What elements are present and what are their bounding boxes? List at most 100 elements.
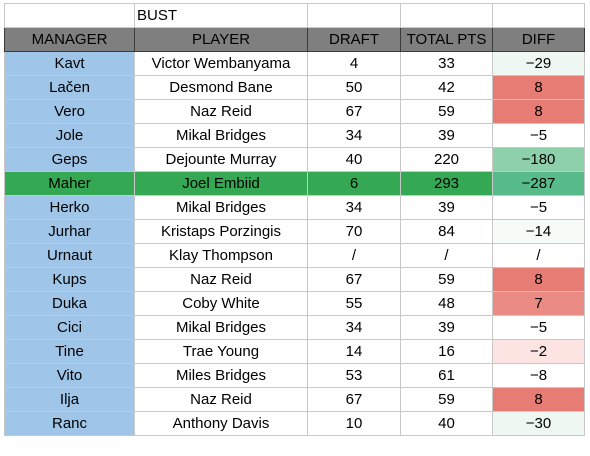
- diff-cell[interactable]: −14: [492, 219, 585, 244]
- manager-cell[interactable]: Jole: [4, 123, 135, 148]
- manager-cell[interactable]: Lačen: [4, 75, 135, 100]
- draft-cell[interactable]: 67: [307, 387, 401, 412]
- total-pts-cell[interactable]: /: [400, 243, 493, 268]
- manager-cell[interactable]: Duka: [4, 291, 135, 316]
- player-cell[interactable]: Desmond Bane: [134, 75, 308, 100]
- draft-cell[interactable]: 50: [307, 75, 401, 100]
- manager-cell[interactable]: Ranc: [4, 411, 135, 436]
- draft-cell[interactable]: 34: [307, 123, 401, 148]
- player-cell[interactable]: Naz Reid: [134, 267, 308, 292]
- player-cell[interactable]: Anthony Davis: [134, 411, 308, 436]
- manager-cell[interactable]: Jurhar: [4, 219, 135, 244]
- total-pts-cell[interactable]: 59: [400, 267, 493, 292]
- empty-cell[interactable]: [492, 3, 585, 28]
- total-pts-cell[interactable]: 59: [400, 387, 493, 412]
- header-total-pts[interactable]: TOTAL PTS: [400, 27, 493, 52]
- sheet-title-cell[interactable]: BUST: [134, 3, 308, 28]
- manager-cell[interactable]: Tine: [4, 339, 135, 364]
- diff-cell[interactable]: −30: [492, 411, 585, 436]
- manager-cell[interactable]: Kups: [4, 267, 135, 292]
- total-pts-cell[interactable]: 39: [400, 123, 493, 148]
- draft-cell[interactable]: 34: [307, 195, 401, 220]
- draft-cell[interactable]: 4: [307, 51, 401, 76]
- draft-cell[interactable]: /: [307, 243, 401, 268]
- total-pts-cell[interactable]: 39: [400, 195, 493, 220]
- manager-cell[interactable]: Geps: [4, 147, 135, 172]
- manager-cell[interactable]: Kavt: [4, 51, 135, 76]
- diff-cell[interactable]: 8: [492, 99, 585, 124]
- draft-cell[interactable]: 70: [307, 219, 401, 244]
- empty-cell[interactable]: [4, 3, 135, 28]
- diff-cell[interactable]: −5: [492, 195, 585, 220]
- total-pts-cell[interactable]: 39: [400, 315, 493, 340]
- manager-cell[interactable]: Maher: [4, 171, 135, 196]
- total-pts-cell[interactable]: 59: [400, 99, 493, 124]
- manager-cell[interactable]: Urnaut: [4, 243, 135, 268]
- diff-cell[interactable]: −180: [492, 147, 585, 172]
- manager-cell[interactable]: Herko: [4, 195, 135, 220]
- player-cell[interactable]: Naz Reid: [134, 99, 308, 124]
- total-pts-cell[interactable]: 42: [400, 75, 493, 100]
- table-row: Jole Mikal Bridges 34 39 −5: [4, 123, 585, 148]
- manager-cell[interactable]: Vero: [4, 99, 135, 124]
- player-cell[interactable]: Trae Young: [134, 339, 308, 364]
- total-pts-cell[interactable]: 61: [400, 363, 493, 388]
- player-cell[interactable]: Miles Bridges: [134, 363, 308, 388]
- total-pts-cell[interactable]: 33: [400, 51, 493, 76]
- header-manager[interactable]: MANAGER: [4, 27, 135, 52]
- diff-cell[interactable]: 8: [492, 75, 585, 100]
- draft-cell[interactable]: 10: [307, 411, 401, 436]
- total-pts-cell[interactable]: 48: [400, 291, 493, 316]
- manager-cell[interactable]: Vito: [4, 363, 135, 388]
- player-cell[interactable]: Victor Wembanyama: [134, 51, 308, 76]
- manager-cell[interactable]: Cici: [4, 315, 135, 340]
- total-pts-cell[interactable]: 16: [400, 339, 493, 364]
- diff-cell[interactable]: 7: [492, 291, 585, 316]
- table-row: Jurhar Kristaps Porzingis 70 84 −14: [4, 219, 585, 244]
- table-row: Maher Joel Embiid 6 293 −287: [4, 171, 585, 196]
- player-cell[interactable]: Dejounte Murray: [134, 147, 308, 172]
- header-player[interactable]: PLAYER: [134, 27, 308, 52]
- player-cell[interactable]: Coby White: [134, 291, 308, 316]
- empty-cell[interactable]: [307, 3, 401, 28]
- total-pts-cell[interactable]: 220: [400, 147, 493, 172]
- header-draft[interactable]: DRAFT: [307, 27, 401, 52]
- player-cell[interactable]: Naz Reid: [134, 387, 308, 412]
- table-row: Vero Naz Reid 67 59 8: [4, 99, 585, 124]
- draft-cell[interactable]: 55: [307, 291, 401, 316]
- total-pts-cell[interactable]: 293: [400, 171, 493, 196]
- diff-cell[interactable]: −8: [492, 363, 585, 388]
- manager-cell[interactable]: Ilja: [4, 387, 135, 412]
- table-row: Ranc Anthony Davis 10 40 −30: [4, 411, 585, 436]
- draft-cell[interactable]: 53: [307, 363, 401, 388]
- player-cell[interactable]: Mikal Bridges: [134, 123, 308, 148]
- diff-cell[interactable]: −2: [492, 339, 585, 364]
- table-row: Kups Naz Reid 67 59 8: [4, 267, 585, 292]
- draft-cell[interactable]: 67: [307, 99, 401, 124]
- diff-cell[interactable]: −287: [492, 171, 585, 196]
- draft-cell[interactable]: 14: [307, 339, 401, 364]
- diff-cell[interactable]: /: [492, 243, 585, 268]
- diff-cell[interactable]: −5: [492, 315, 585, 340]
- table-row: Vito Miles Bridges 53 61 −8: [4, 363, 585, 388]
- draft-cell[interactable]: 40: [307, 147, 401, 172]
- diff-cell[interactable]: −29: [492, 51, 585, 76]
- sheet-body: BUST MANAGER PLAYER DRAFT TOTAL PTS DIFF…: [4, 3, 585, 436]
- total-pts-cell[interactable]: 84: [400, 219, 493, 244]
- table-row: Geps Dejounte Murray 40 220 −180: [4, 147, 585, 172]
- player-cell[interactable]: Kristaps Porzingis: [134, 219, 308, 244]
- total-pts-cell[interactable]: 40: [400, 411, 493, 436]
- player-cell[interactable]: Klay Thompson: [134, 243, 308, 268]
- diff-cell[interactable]: 8: [492, 267, 585, 292]
- diff-cell[interactable]: 8: [492, 387, 585, 412]
- draft-cell[interactable]: 67: [307, 267, 401, 292]
- diff-cell[interactable]: −5: [492, 123, 585, 148]
- draft-cell[interactable]: 34: [307, 315, 401, 340]
- player-cell[interactable]: Mikal Bridges: [134, 195, 308, 220]
- header-diff[interactable]: DIFF: [492, 27, 585, 52]
- player-cell[interactable]: Mikal Bridges: [134, 315, 308, 340]
- empty-cell[interactable]: [400, 3, 493, 28]
- table-row: Duka Coby White 55 48 7: [4, 291, 585, 316]
- player-cell[interactable]: Joel Embiid: [134, 171, 308, 196]
- draft-cell[interactable]: 6: [307, 171, 401, 196]
